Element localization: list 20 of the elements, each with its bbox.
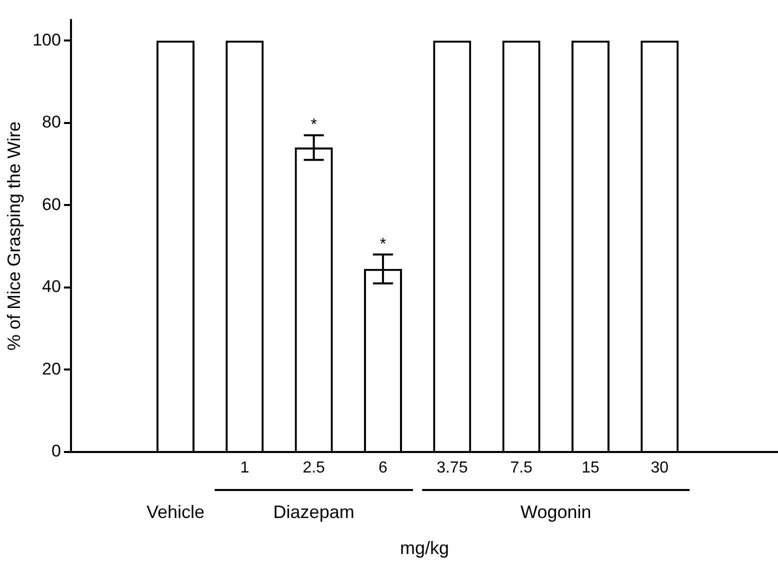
x-tick-label: 30 <box>650 459 669 476</box>
y-tick-label: 20 <box>42 359 61 378</box>
x-tick-label: 1 <box>240 459 250 476</box>
y-tick-label: 100 <box>32 30 61 50</box>
y-tick-label: 60 <box>42 194 61 214</box>
text: Diazepam <box>273 502 354 522</box>
y-axis-title: % of Mice Grasping the Wire <box>4 121 24 351</box>
x-axis-title: mg/kg <box>400 538 449 558</box>
text: Wogonin <box>520 502 592 522</box>
y-tick-label: 80 <box>42 112 61 132</box>
annotation: * <box>380 236 386 253</box>
text: Vehicle <box>146 502 205 522</box>
x-tick-label: 6 <box>378 459 388 476</box>
x-tick-label: 3.75 <box>436 459 468 476</box>
x-tick-label: 15 <box>582 459 600 476</box>
annotation: * <box>310 116 317 134</box>
x-tick-label: 2.5 <box>302 459 326 476</box>
y-tick-label: 0 <box>51 442 61 461</box>
x-tick-label: 7.5 <box>510 459 533 476</box>
y-tick-label: 40 <box>42 277 61 296</box>
